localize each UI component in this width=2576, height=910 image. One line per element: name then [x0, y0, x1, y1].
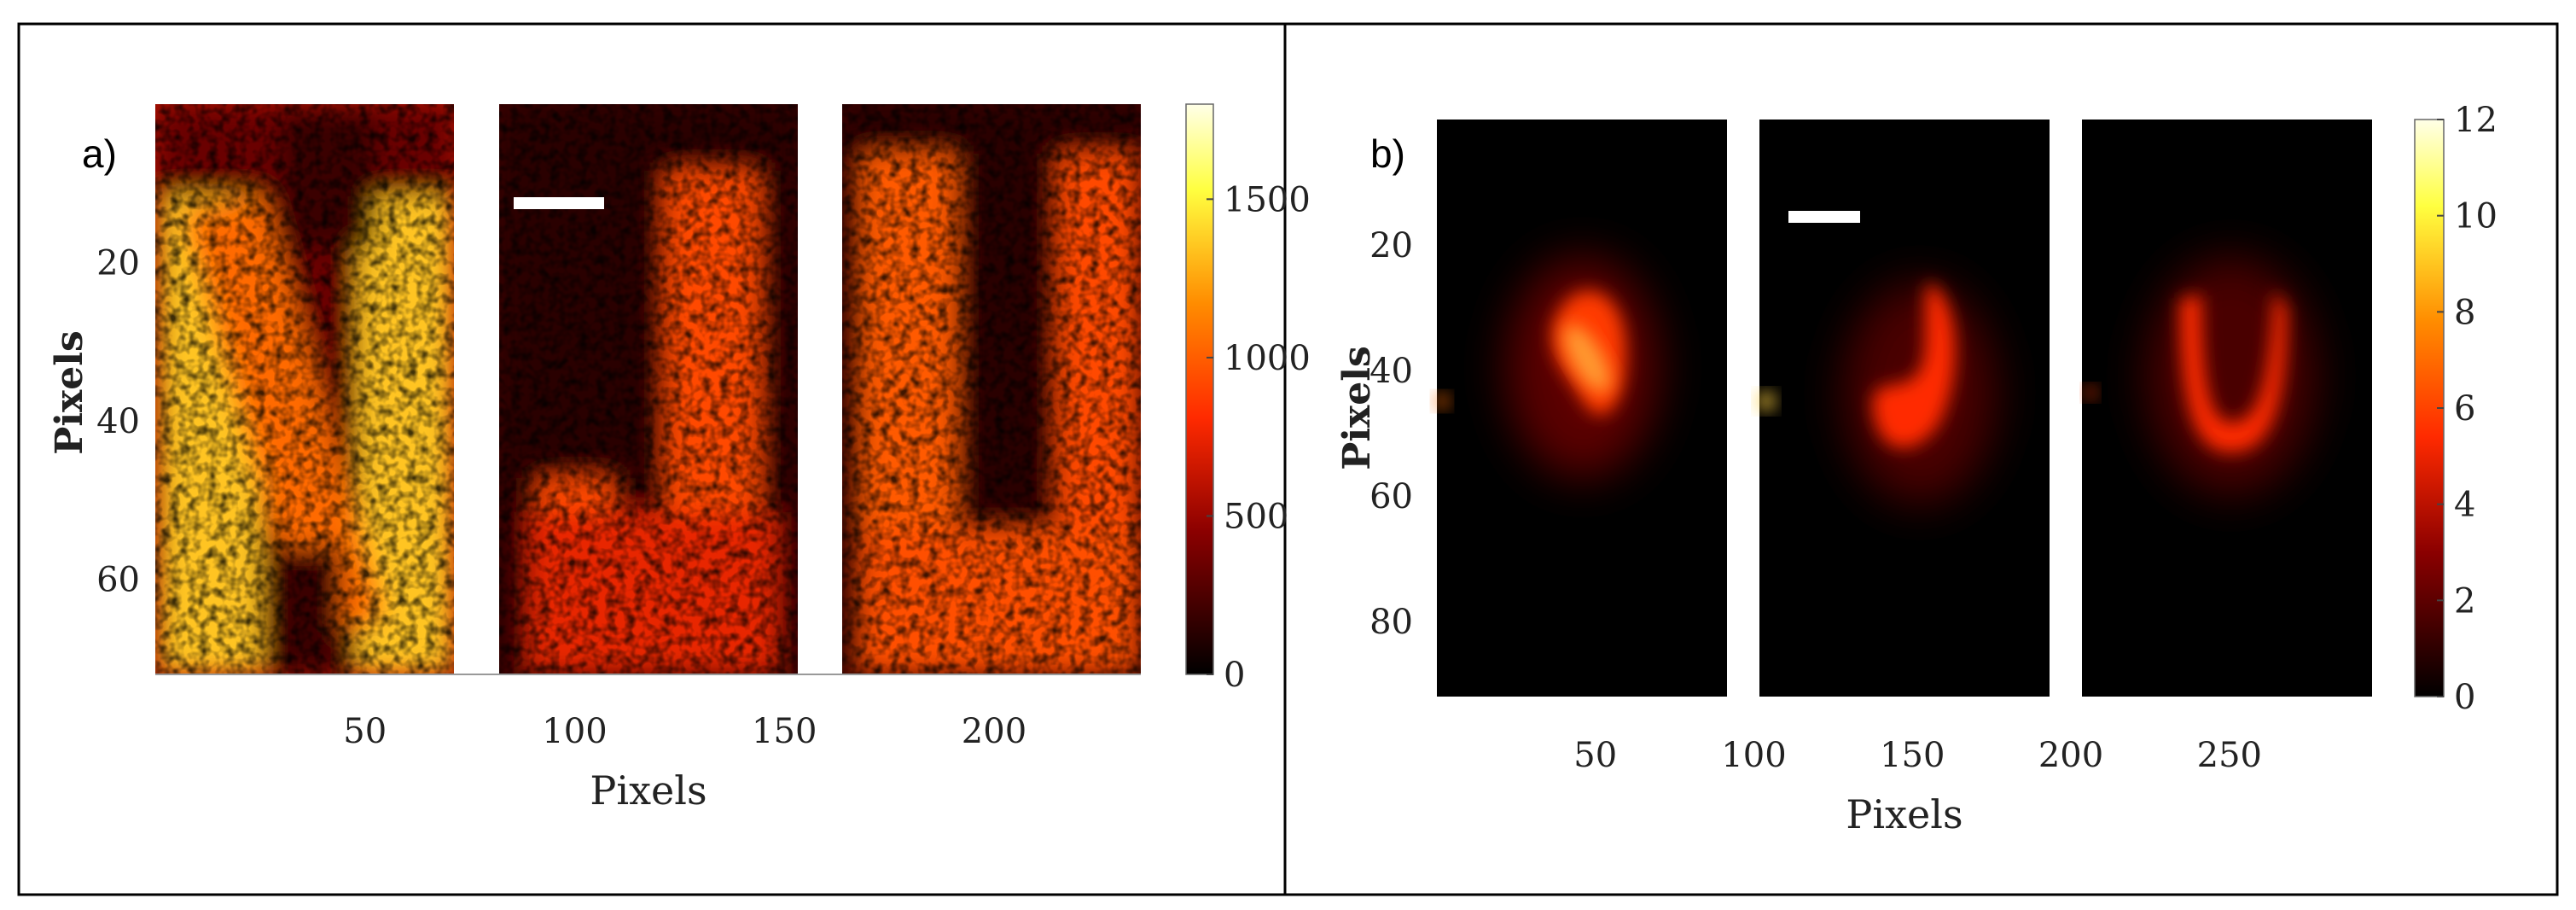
panel-a-scale-bar	[514, 197, 604, 209]
panel-a-subimage-u1	[499, 104, 798, 674]
panel-b-colorbar-ticks: 0 2 4 6 8 10 12	[2437, 101, 2497, 717]
panel-b-label: b)	[1370, 131, 1405, 176]
x-tick-label: 150	[752, 712, 817, 751]
panel-a-subimage-u2	[842, 104, 1141, 674]
x-tick-label: 50	[343, 712, 387, 751]
panel-b-signal-n	[1435, 256, 1660, 478]
y-tick-label: 40	[96, 402, 140, 441]
y-tick-label: 80	[1369, 603, 1413, 642]
colorbar-tick-label: 500	[1224, 497, 1288, 536]
colorbar-tick-label: 2	[2454, 581, 2475, 621]
colorbar-tick-label: 10	[2454, 197, 2497, 236]
panel-a-subimage-n	[155, 104, 454, 674]
colorbar-tick-label: 12	[2454, 101, 2497, 140]
y-tick-label: 20	[96, 244, 140, 283]
panel-a-y-ticks: 20 40 60	[96, 244, 140, 600]
y-tick-label: 60	[96, 561, 140, 600]
panel-a-y-label: Pixels	[48, 330, 91, 455]
panel-b-y-label: Pixels	[1335, 346, 1379, 470]
x-tick-label: 200	[962, 712, 1026, 751]
colorbar-tick-label: 0	[2454, 678, 2475, 717]
x-tick-label: 100	[542, 712, 607, 751]
y-tick-label: 40	[1369, 352, 1413, 391]
panel-a-x-ticks: 50 100 150 200	[343, 712, 1026, 751]
panel-b-frame	[1283, 22, 2559, 896]
colorbar-tick-label: 8	[2454, 293, 2475, 332]
x-tick-label: 200	[2038, 736, 2103, 775]
panel-b-signal-u2	[2085, 256, 2317, 495]
y-tick-label: 20	[1369, 226, 1413, 265]
x-tick-label: 100	[1721, 736, 1786, 775]
colorbar-tick-label: 0	[1224, 656, 1245, 695]
panel-a-colorbar-ticks: 0 500 1000 1500	[1207, 180, 1311, 695]
panel-b-x-label: Pixels	[1846, 791, 1963, 837]
panel-b-signal-u1	[1758, 282, 1997, 504]
panel-b-x-ticks: 50 100 150 200 250	[1573, 736, 2262, 775]
panel-a-label: a)	[82, 131, 117, 176]
colorbar-tick-label: 1500	[1224, 180, 1311, 219]
panel-b-y-ticks: 20 40 60 80	[1369, 226, 1413, 642]
colorbar-tick-label: 4	[2454, 486, 2475, 525]
panel-b-scale-bar	[1788, 211, 1860, 223]
y-tick-label: 60	[1369, 477, 1413, 516]
colorbar-tick-label: 6	[2454, 389, 2475, 429]
colorbar-tick-label: 1000	[1224, 339, 1311, 378]
x-tick-label: 250	[2197, 736, 2262, 775]
panel-a-colorbar	[1185, 103, 1214, 675]
x-tick-label: 50	[1573, 736, 1617, 775]
x-tick-label: 150	[1880, 736, 1945, 775]
panel-a-x-label: Pixels	[590, 767, 707, 814]
